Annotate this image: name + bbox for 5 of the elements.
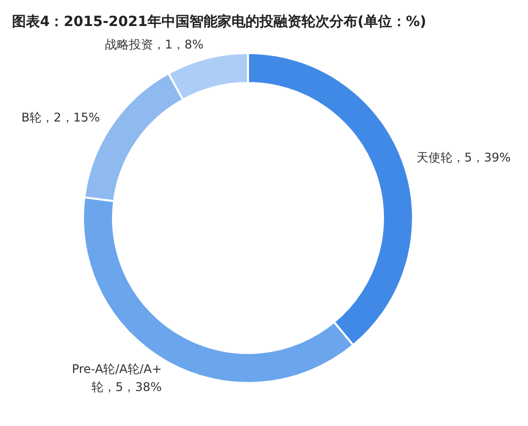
slice-label: 天使轮，5，39% <box>416 150 511 164</box>
chart-title: 图表4：2015-2021年中国智能家电的投融资轮次分布(单位：%) <box>12 13 426 30</box>
slice-label: Pre-A轮/A轮/A+轮，5，38% <box>72 362 162 394</box>
slice-label: B轮，2，15% <box>21 110 100 124</box>
slice-label: 战略投资，1，8% <box>104 38 204 52</box>
